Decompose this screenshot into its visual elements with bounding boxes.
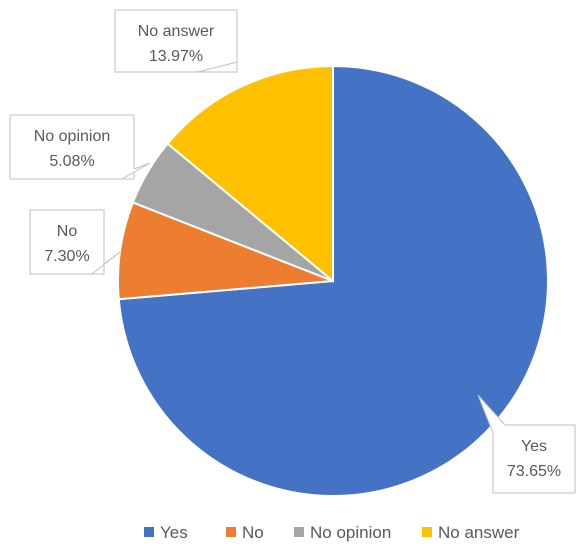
data-label-category: No (57, 223, 78, 240)
callout-no: No 7.30% (29, 209, 121, 275)
data-label-callouts: Yes 73.65% No 7.30% No opinion 5.08% No answer… (9, 9, 576, 494)
legend-label: No answer (438, 523, 520, 542)
legend-label: No opinion (310, 523, 391, 542)
callout-leader (197, 61, 238, 73)
legend-swatch (144, 527, 154, 537)
callout-leader (477, 394, 506, 434)
callout-leader (121, 162, 151, 180)
legend-swatch (294, 527, 304, 537)
data-label-category: No answer (138, 23, 215, 40)
legend-label: Yes (160, 523, 188, 542)
data-label-category: Yes (521, 438, 547, 455)
pie-slice-no-answer (166, 64, 334, 284)
legend-item-no-answer: No answer (422, 523, 520, 542)
legend-item-no: No (226, 523, 264, 542)
callout-box (9, 114, 135, 180)
callout-yes: Yes 73.65% (477, 394, 576, 494)
pie-slices (117, 64, 549, 497)
data-label-value: 5.08% (49, 153, 94, 170)
legend-swatch (422, 527, 432, 537)
legend: Yes No No opinion No answer (144, 523, 520, 542)
callout-box (29, 209, 105, 275)
callout-no-opinion: No opinion 5.08% (9, 114, 151, 180)
legend-swatch (226, 527, 236, 537)
data-label-value: 13.97% (149, 48, 203, 65)
legend-label: No (242, 523, 264, 542)
callout-leader (91, 251, 121, 275)
data-label-category: No opinion (34, 128, 111, 145)
callout-box (114, 9, 238, 73)
data-label-value: 73.65% (507, 463, 561, 480)
legend-item-no-opinion: No opinion (294, 523, 391, 542)
callout-no-answer: No answer 13.97% (114, 9, 238, 73)
pie-slice-no (117, 201, 334, 301)
legend-item-yes: Yes (144, 523, 188, 542)
data-label-value: 7.30% (44, 248, 89, 265)
callout-box (492, 424, 576, 494)
